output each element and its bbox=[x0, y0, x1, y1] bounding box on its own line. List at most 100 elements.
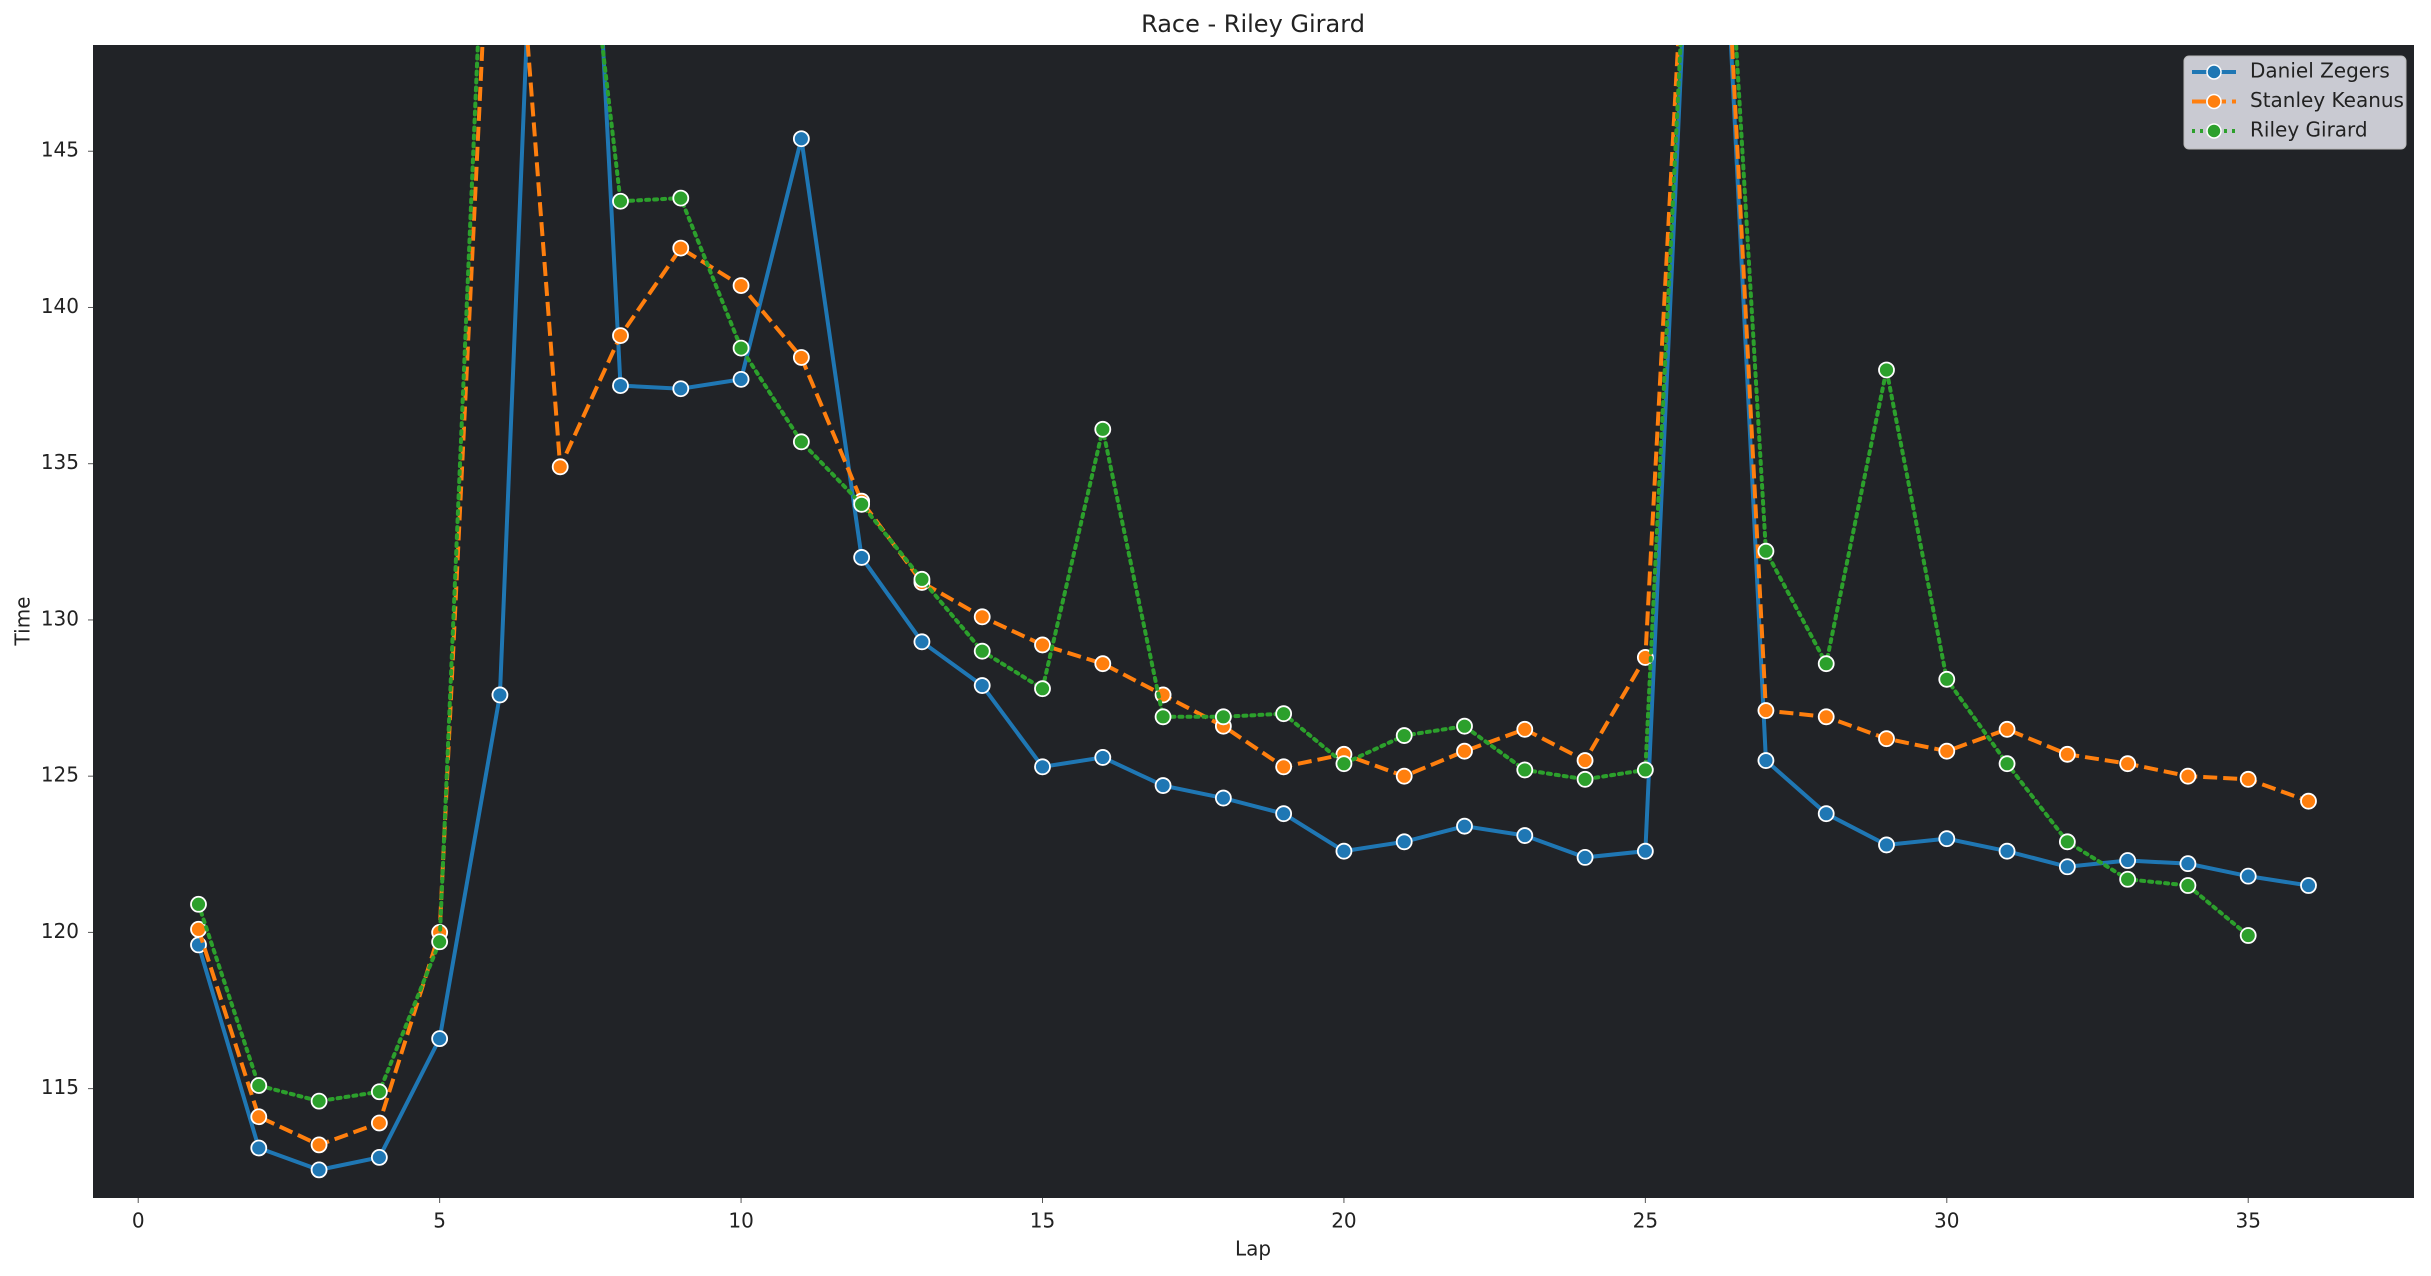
legend: Daniel Zegers Stanley Keanus Riley Girard bbox=[2183, 55, 2407, 150]
data-point bbox=[1757, 542, 1775, 560]
data-point bbox=[2179, 767, 2197, 785]
data-point bbox=[2300, 792, 2317, 810]
data-point bbox=[310, 1161, 328, 1179]
data-point bbox=[1094, 749, 1112, 766]
data-point bbox=[1516, 827, 1534, 844]
data-point bbox=[2179, 855, 2197, 873]
legend-marker bbox=[2206, 123, 2222, 139]
x-tick-label: 25 bbox=[1633, 1209, 1658, 1233]
data-point bbox=[310, 1092, 328, 1110]
data-point bbox=[1878, 836, 1895, 854]
data-point bbox=[853, 495, 871, 513]
x-tick-label: 30 bbox=[1934, 1209, 1959, 1233]
data-point bbox=[1034, 758, 1051, 776]
data-point bbox=[1516, 720, 1534, 738]
data-point bbox=[1335, 842, 1353, 860]
data-point bbox=[1576, 849, 1594, 866]
data-point bbox=[973, 608, 991, 626]
x-tick-label: 0 bbox=[132, 1209, 145, 1233]
data-point bbox=[551, 458, 569, 476]
data-point bbox=[1034, 680, 1051, 698]
data-point bbox=[732, 370, 750, 388]
y-axis-label: Time bbox=[11, 597, 35, 647]
y-tick-label: 115 bbox=[41, 1075, 79, 1099]
data-point bbox=[1456, 817, 1473, 835]
data-point bbox=[2058, 745, 2076, 763]
legend-marker bbox=[2206, 64, 2222, 80]
data-point bbox=[431, 1030, 449, 1048]
legend-label: Riley Girard bbox=[2250, 118, 2368, 142]
data-point bbox=[672, 189, 690, 207]
data-point bbox=[792, 349, 810, 366]
y-tick-label: 135 bbox=[41, 450, 79, 474]
y-tick-label: 120 bbox=[41, 919, 79, 943]
data-point bbox=[1154, 686, 1172, 704]
series-layer bbox=[190, 45, 2317, 1179]
data-point bbox=[913, 633, 931, 651]
legend-label: Stanley Keanus bbox=[2250, 88, 2404, 112]
data-point bbox=[250, 1108, 268, 1126]
y-tick-label: 125 bbox=[41, 763, 79, 787]
data-point bbox=[1335, 755, 1353, 773]
data-point bbox=[250, 1139, 268, 1157]
data-point bbox=[1516, 761, 1534, 779]
data-point bbox=[1214, 789, 1232, 807]
data-point bbox=[612, 327, 629, 344]
data-point bbox=[1395, 767, 1413, 785]
data-point bbox=[1456, 717, 1473, 735]
data-point bbox=[250, 1077, 268, 1094]
data-point bbox=[1817, 655, 1835, 673]
data-point bbox=[612, 377, 629, 394]
data-point bbox=[2239, 867, 2257, 885]
data-point bbox=[1395, 727, 1413, 744]
data-point bbox=[1275, 705, 1293, 723]
x-tick-label: 20 bbox=[1331, 1209, 1356, 1233]
y-tick-label: 140 bbox=[41, 294, 79, 318]
data-point bbox=[1817, 805, 1835, 823]
data-point bbox=[973, 677, 991, 694]
data-point bbox=[973, 642, 991, 660]
y-tick-label: 145 bbox=[41, 138, 79, 162]
data-point bbox=[190, 895, 207, 913]
data-point bbox=[1395, 833, 1413, 851]
data-point bbox=[612, 192, 629, 210]
chart-title: Race - Riley Girard bbox=[1141, 10, 1365, 38]
legend-marker bbox=[2206, 93, 2222, 110]
x-tick-label: 10 bbox=[728, 1209, 753, 1233]
data-point bbox=[732, 277, 750, 294]
series-line bbox=[196, 45, 2310, 1148]
data-point bbox=[2119, 755, 2137, 773]
data-point bbox=[853, 549, 871, 566]
data-point bbox=[1275, 805, 1293, 823]
data-point bbox=[1878, 361, 1895, 379]
data-point bbox=[491, 686, 509, 704]
data-point bbox=[732, 339, 750, 357]
data-point bbox=[2119, 870, 2137, 888]
data-point bbox=[2239, 770, 2257, 788]
data-point bbox=[672, 380, 690, 398]
x-tick-label: 5 bbox=[433, 1209, 446, 1233]
data-point bbox=[310, 1136, 328, 1154]
x-tick-label: 15 bbox=[1030, 1209, 1055, 1233]
data-point bbox=[1817, 708, 1835, 726]
data-point bbox=[1094, 655, 1112, 673]
data-point bbox=[2179, 877, 2197, 894]
x-tick-label: 35 bbox=[2235, 1209, 2260, 1233]
data-point bbox=[1636, 761, 1654, 779]
legend-label: Daniel Zegers bbox=[2250, 59, 2390, 83]
data-point bbox=[2058, 858, 2076, 876]
data-point bbox=[1154, 777, 1172, 794]
data-point bbox=[1034, 636, 1051, 654]
data-point bbox=[792, 433, 810, 451]
legend-box bbox=[2183, 55, 2407, 150]
data-point bbox=[2119, 852, 2137, 869]
data-point bbox=[1998, 720, 2016, 738]
data-point bbox=[370, 1148, 388, 1166]
data-point bbox=[1757, 702, 1775, 719]
data-point bbox=[913, 570, 931, 588]
data-point bbox=[1154, 708, 1172, 726]
data-point bbox=[1878, 730, 1895, 748]
data-point bbox=[370, 1083, 388, 1101]
data-point bbox=[1214, 708, 1232, 726]
